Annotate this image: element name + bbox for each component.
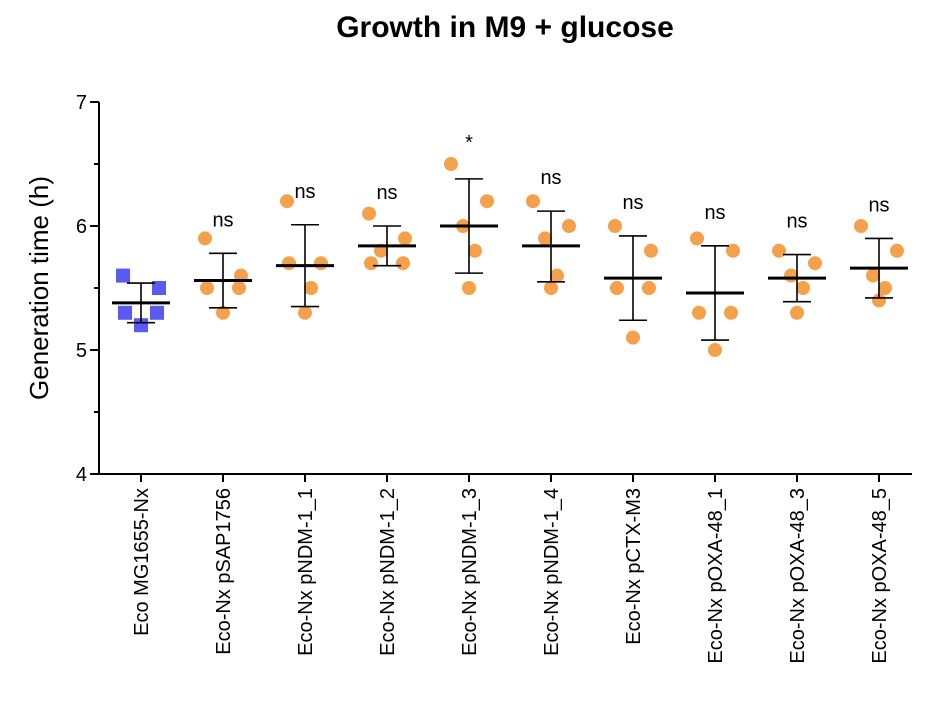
- data-point: [692, 305, 706, 320]
- data-point: [854, 219, 868, 233]
- data-point: [724, 305, 738, 320]
- significance-label: ns: [212, 209, 233, 231]
- y-tick-label: 5: [76, 340, 87, 362]
- y-axis-label: Generation time (h): [24, 176, 54, 400]
- data-point: [280, 194, 294, 209]
- y-tick-label: 7: [76, 92, 87, 114]
- data-point: [690, 231, 704, 246]
- significance-label: ns: [294, 181, 315, 203]
- data-point: [150, 305, 164, 320]
- data-point: [726, 243, 740, 258]
- chart-title: Growth in M9 + glucose: [336, 11, 674, 44]
- y-tick-label: 6: [76, 216, 87, 238]
- data-point: [784, 268, 798, 283]
- data-point: [314, 256, 328, 271]
- data-point: [872, 293, 886, 308]
- x-category-label: Eco-Nx pNDM-1_1: [295, 488, 317, 656]
- data-point: [200, 281, 214, 295]
- data-point: [232, 281, 246, 295]
- data-point: [626, 330, 640, 345]
- data-point: [538, 231, 552, 246]
- data-point: [364, 256, 378, 271]
- data-point: [444, 157, 458, 171]
- data-point: [772, 243, 786, 258]
- data-point: [526, 194, 540, 209]
- group-0: [112, 268, 170, 333]
- group-1: ns: [194, 209, 252, 320]
- data-point: [608, 219, 622, 233]
- data-point: [362, 206, 376, 221]
- group-3: ns: [358, 182, 416, 271]
- group-9: ns: [850, 194, 908, 308]
- significance-label: ns: [868, 194, 889, 216]
- group-2: ns: [276, 181, 334, 320]
- data-point: [298, 305, 312, 320]
- x-category-label: Eco-Nx pOXA-48_5: [869, 488, 891, 664]
- data-point: [462, 281, 476, 295]
- y-tick-label: 4: [76, 464, 87, 486]
- group-7: ns: [686, 202, 744, 357]
- x-category-label: Eco MG1655-Nx: [131, 488, 153, 636]
- data-point: [890, 243, 904, 258]
- x-category-label: Eco-Nx pNDM-1_4: [541, 488, 563, 656]
- data-point: [198, 231, 212, 246]
- data-point: [610, 281, 624, 295]
- x-category-label: Eco-Nx pCTX-M3: [623, 488, 645, 645]
- data-point: [808, 256, 822, 271]
- data-point: [562, 219, 576, 233]
- chart-marks: ns ns ns * ns ns ns ns ns: [112, 132, 908, 357]
- significance-label: ns: [376, 182, 397, 204]
- significance-label: ns: [786, 211, 807, 233]
- data-point: [152, 281, 166, 295]
- group-6: ns: [604, 192, 662, 345]
- data-point: [544, 281, 558, 295]
- data-point: [480, 194, 494, 209]
- data-point: [550, 268, 564, 283]
- significance-label: *: [465, 132, 473, 154]
- data-point: [644, 243, 658, 258]
- x-category-label: Eco-Nx pNDM-1_2: [377, 488, 399, 656]
- data-point: [878, 281, 892, 295]
- data-point: [116, 268, 130, 283]
- data-point: [396, 256, 410, 271]
- data-point: [796, 281, 810, 295]
- data-point: [468, 243, 482, 258]
- x-category-label: Eco-Nx pOXA-48_3: [787, 488, 809, 664]
- data-point: [118, 305, 132, 320]
- data-point: [708, 343, 722, 357]
- data-point: [216, 305, 230, 320]
- group-5: ns: [522, 167, 580, 295]
- x-category-label: Eco-Nx pOXA-48_1: [705, 488, 727, 664]
- data-point: [398, 231, 412, 246]
- data-point: [282, 256, 296, 271]
- data-point: [866, 268, 880, 283]
- axes: 4 5 6 7 Eco MG1655-Nx Eco-Nx pSAP1756 Eco-Nx p…: [76, 92, 912, 664]
- significance-label: ns: [704, 202, 725, 224]
- data-point: [304, 281, 318, 295]
- x-category-label: Eco-Nx pSAP1756: [213, 488, 235, 655]
- data-point: [134, 318, 148, 333]
- x-category-label: Eco-Nx pNDM-1_3: [459, 488, 481, 656]
- data-point: [642, 281, 656, 295]
- group-8: ns: [768, 211, 826, 320]
- significance-label: ns: [540, 167, 561, 189]
- group-4: *: [440, 132, 498, 295]
- significance-label: ns: [622, 192, 643, 214]
- data-point: [790, 305, 804, 320]
